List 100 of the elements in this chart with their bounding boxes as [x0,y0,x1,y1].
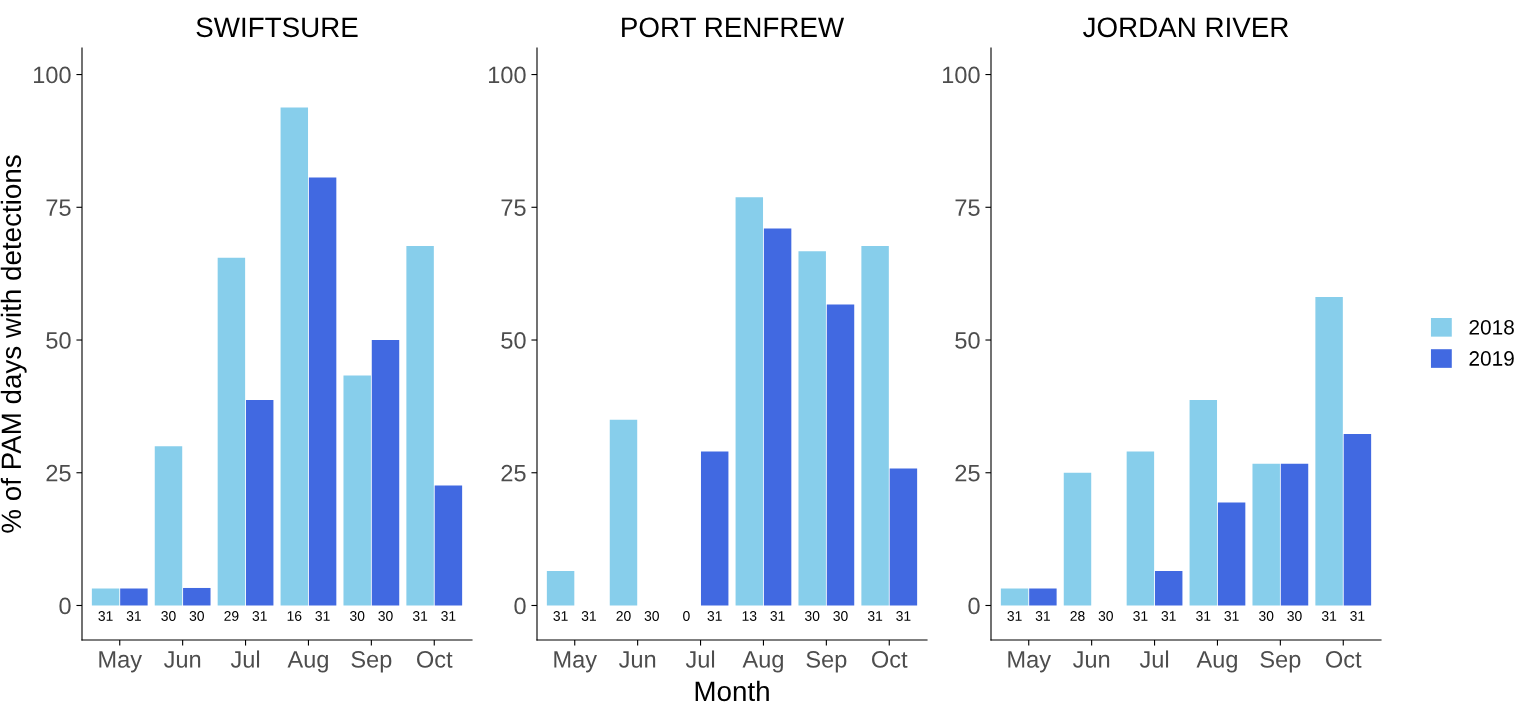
bar [245,400,274,606]
annotation: 30 [1259,611,1274,621]
x-tick-label: Jun [618,651,656,668]
x-tick-label: Jun [163,651,201,668]
annotation: 30 [805,611,820,621]
x-tick-label: Sep [351,651,392,673]
x-tick-label: Jul [685,650,715,668]
y-tick-label: 25 [46,464,71,482]
bar [1126,451,1155,606]
x-tick-label: Sep [1260,651,1301,673]
y-tick-label: 100 [942,66,980,84]
annotation: 30 [644,611,659,621]
y-tick-label: 50 [501,332,526,349]
x-tick-label: Aug [1196,651,1237,673]
bar [434,485,463,606]
bar [735,197,764,606]
annotation: 31 [1224,611,1239,621]
annotation: 30 [189,611,204,621]
annotation: 31 [867,611,883,621]
annotation: 31 [1161,611,1176,621]
annotation: 31 [553,611,568,621]
chart-title: JORDAN RIVER [1083,17,1289,38]
bar [700,451,729,606]
bar [1280,463,1309,606]
y-tick-label: 0 [59,597,71,615]
y-tick-label: 75 [955,199,980,217]
x-tick-label: May [554,651,597,673]
annotation: 30 [1098,611,1113,621]
x-tick-label: Sep [806,651,847,673]
x-tick-label: Oct [417,651,453,668]
y-tick-label: 25 [955,464,980,482]
annotation: 31 [1321,611,1337,621]
bar [308,177,337,606]
annotation: 30 [378,611,393,621]
annotation: 0 [683,611,690,621]
y-tick-label: 25 [501,464,526,482]
bar [371,340,400,606]
annotation: 31 [412,611,428,621]
y-tick-label: 75 [501,199,526,217]
x-tick-label: Oct [872,651,908,668]
y-tick-label: 100 [488,66,526,84]
bar [861,246,889,606]
legend-label: 2019 [1469,351,1514,366]
y-tick-label: 100 [33,66,71,84]
bar [1189,400,1218,606]
bar [798,251,826,606]
chart-title: PORT RENFREW [622,17,845,38]
annotation: 16 [287,611,302,621]
y-axis-title: % of PAM days with detections [0,155,27,533]
annotation: 20 [616,611,631,621]
y-tick-label: 50 [46,332,71,349]
annotation: 30 [161,611,176,621]
annotation: 31 [1133,611,1148,621]
annotation: 31 [441,611,456,621]
bar [1217,502,1246,606]
x-tick-label: Jul [1139,650,1169,668]
bar [1154,570,1183,606]
x-tick-label: Aug [287,651,328,673]
annotation: 31 [1035,611,1050,621]
bar [120,588,148,606]
annotation: 28 [1070,611,1085,621]
y-tick-label: 0 [514,597,526,615]
annotation: 31 [98,611,113,621]
annotation: 31 [1007,611,1022,621]
bar [763,228,792,606]
chart-title: SWIFTSURE [196,17,358,38]
y-tick-label: 75 [46,199,71,217]
annotation: 31 [707,611,722,621]
x-tick-label: Jul [230,650,260,668]
bar [1343,433,1372,606]
annotation: 31 [315,611,330,621]
annotation: 31 [581,611,596,621]
x-tick-label: Oct [1326,651,1362,668]
annotation: 31 [896,611,911,621]
bar [91,588,120,606]
y-tick-label: 50 [955,332,980,349]
bar [217,257,246,606]
bar [826,304,855,606]
bar [546,570,575,606]
annotation: 31 [252,611,267,621]
annotation: 31 [770,611,785,621]
bar [183,587,211,606]
legend-label: 2018 [1469,319,1514,335]
bar [1315,297,1343,606]
annotation: 31 [126,611,141,621]
x-tick-label: May [1008,651,1051,673]
bar [280,107,309,606]
annotation: 31 [1196,611,1211,621]
y-tick-label: 0 [968,597,980,615]
annotation: 31 [1350,611,1365,621]
bar [1063,472,1092,606]
annotation: 30 [350,611,365,621]
x-tick-label: Aug [742,651,783,673]
bar [1029,588,1057,606]
bar [1000,588,1029,606]
bar [343,375,371,606]
annotation: 29 [224,611,239,621]
bar [1252,463,1280,606]
bar [889,468,918,606]
bar [406,246,434,606]
